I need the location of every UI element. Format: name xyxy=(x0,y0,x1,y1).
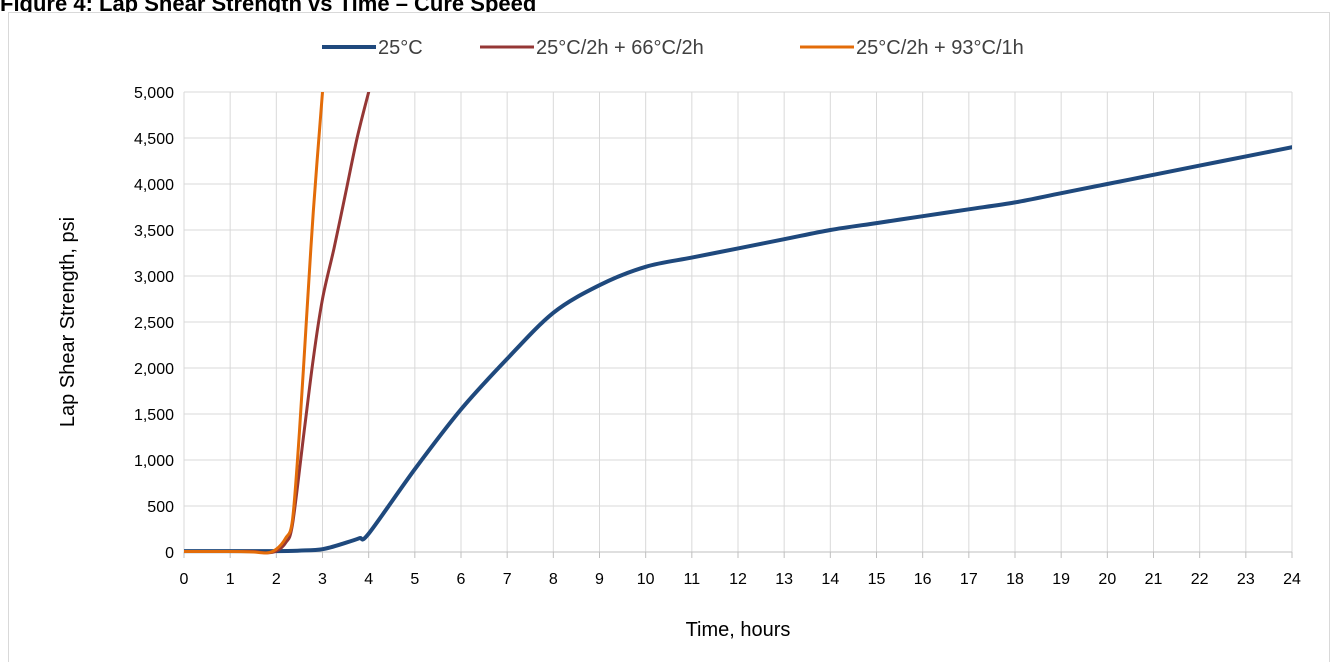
x-tick-label: 9 xyxy=(595,571,604,588)
legend-label-2: 25°C/2h + 66°C/2h xyxy=(536,37,704,59)
x-tick-label: 2 xyxy=(272,571,281,588)
legend-label-3: 25°C/2h + 93°C/1h xyxy=(856,37,1024,59)
y-axis-title: Lap Shear Strength, psi xyxy=(57,217,79,427)
x-tick-label: 8 xyxy=(549,571,558,588)
x-tick-label: 6 xyxy=(457,571,466,588)
y-tick-label: 1,500 xyxy=(134,407,174,424)
axes xyxy=(183,92,1293,558)
y-tick-label: 3,000 xyxy=(134,269,174,286)
y-tick-label: 4,000 xyxy=(134,177,174,194)
y-tick-label: 3,500 xyxy=(134,223,174,240)
y-tick-label: 0 xyxy=(165,545,174,562)
x-tick-label: 11 xyxy=(684,571,701,588)
x-tick-label: 18 xyxy=(1006,571,1024,588)
x-tick-label: 21 xyxy=(1145,571,1163,588)
chart-frame xyxy=(8,12,1330,662)
x-tick-label: 20 xyxy=(1098,571,1116,588)
x-tick-label: 19 xyxy=(1052,571,1070,588)
gridlines xyxy=(184,91,1293,552)
x-axis-ticks: 0 1 2 3 4 5 6 7 8 9 10 11 12 13 14 15 16 17 18 19 20 21 22 23 24 xyxy=(180,571,1301,588)
series-lines xyxy=(184,92,1292,555)
y-tick-label: 4,500 xyxy=(134,131,174,148)
x-tick-label: 7 xyxy=(503,571,512,588)
y-tick-label: 2,000 xyxy=(134,361,174,378)
y-tick-label: 5,000 xyxy=(134,85,174,102)
x-tick-label: 22 xyxy=(1191,571,1209,588)
x-tick-label: 12 xyxy=(729,571,747,588)
x-tick-label: 1 xyxy=(226,571,235,588)
x-tick-label: 5 xyxy=(410,571,419,588)
x-tick-label: 3 xyxy=(318,571,327,588)
x-axis-title: Time, hours xyxy=(686,619,791,641)
x-tick-label: 0 xyxy=(180,571,189,588)
series-line-1 xyxy=(184,145,1292,554)
x-tick-label: 23 xyxy=(1237,571,1255,588)
x-tick-label: 14 xyxy=(821,571,839,588)
x-tick-label: 10 xyxy=(637,571,655,588)
y-tick-label: 2,500 xyxy=(134,315,174,332)
legend: 25°C 25°C/2h + 66°C/2h 25°C/2h + 93°C/1h xyxy=(322,37,1024,59)
x-tick-label: 24 xyxy=(1283,571,1301,588)
x-tick-label: 17 xyxy=(960,571,978,588)
y-tick-label: 500 xyxy=(147,499,174,516)
y-axis-ticks: 0 500 1,000 1,500 2,000 2,500 3,000 3,500 4,000 4… xyxy=(134,85,174,562)
x-tick-label: 16 xyxy=(914,571,932,588)
x-tick-label: 4 xyxy=(364,571,373,588)
x-tick-label: 15 xyxy=(868,571,886,588)
y-tick-label: 1,000 xyxy=(134,453,174,470)
x-tick-label: 13 xyxy=(775,571,793,588)
series-line-3 xyxy=(184,92,324,555)
legend-label-1: 25°C xyxy=(378,37,423,59)
